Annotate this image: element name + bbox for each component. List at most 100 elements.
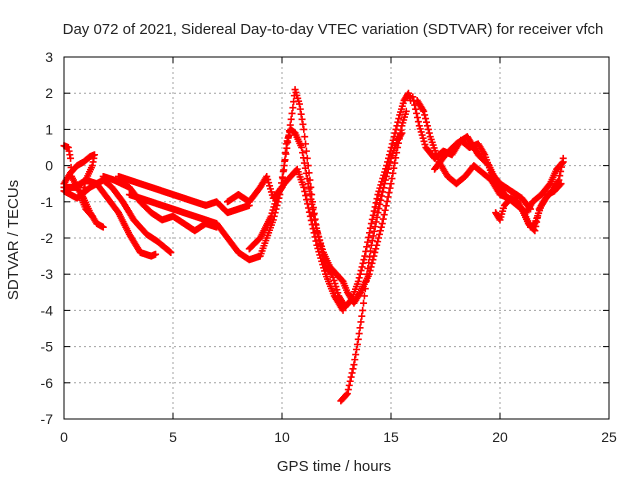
- data-point: [526, 204, 534, 212]
- data-point: [312, 237, 320, 245]
- data-point: [531, 227, 539, 235]
- data-point: [355, 274, 363, 282]
- data-point: [356, 270, 364, 278]
- data-point: [360, 292, 368, 300]
- data-point: [281, 157, 289, 165]
- data-point: [372, 245, 380, 253]
- data-point: [423, 122, 431, 130]
- x-axis-title: GPS time / hours: [277, 458, 391, 475]
- chart-title: Day 072 of 2021, Sidereal Day-to-day VTE…: [63, 21, 604, 38]
- data-point: [87, 211, 95, 219]
- data-point: [386, 158, 394, 166]
- data-point: [300, 159, 308, 167]
- y-tick-label: -2: [41, 230, 54, 246]
- data-point: [88, 212, 96, 220]
- data-point: [306, 212, 314, 220]
- data-point: [369, 232, 377, 240]
- data-point: [349, 365, 357, 373]
- data-point: [425, 129, 433, 137]
- data-point: [373, 195, 381, 203]
- data-point: [363, 243, 371, 251]
- data-point: [371, 248, 379, 256]
- data-point: [347, 297, 355, 305]
- y-tick-label: 1: [45, 121, 53, 137]
- data-point: [320, 264, 328, 272]
- data-point: [313, 241, 321, 249]
- data-point: [372, 199, 380, 207]
- data-point: [371, 223, 379, 231]
- data-point: [353, 345, 361, 353]
- data-point: [385, 189, 393, 197]
- data-point: [388, 175, 396, 183]
- data-point: [366, 253, 374, 261]
- data-point: [423, 118, 431, 126]
- data-point: [319, 261, 327, 269]
- y-tick-label: -7: [41, 411, 54, 427]
- data-point: [304, 180, 312, 188]
- data-point: [392, 125, 400, 133]
- data-point: [366, 224, 374, 232]
- y-tick-label: -4: [41, 302, 54, 318]
- data-point: [360, 256, 368, 264]
- data-point: [372, 218, 380, 226]
- data-point: [309, 225, 317, 233]
- tick-labels: 0 5 10 15 20 25 -7 -6 -5 -4 -3 -2 -1 0 1 2 3: [41, 49, 617, 445]
- grid-lines: [64, 57, 609, 419]
- data-point: [281, 149, 289, 157]
- data-point: [397, 130, 405, 138]
- data-point: [356, 324, 364, 332]
- y-tick-label: 2: [45, 85, 53, 101]
- data-point: [386, 184, 394, 192]
- data-point: [321, 267, 329, 275]
- data-point: [301, 133, 309, 141]
- x-tick-label: 0: [60, 429, 68, 445]
- series-arc-10: [337, 129, 406, 405]
- data-point: [377, 223, 385, 231]
- data-point: [366, 229, 374, 237]
- data-point: [556, 181, 564, 189]
- data-point: [316, 251, 324, 259]
- x-tick-label: 25: [601, 429, 617, 445]
- data-point: [379, 215, 387, 223]
- data-point: [308, 221, 316, 229]
- data-point: [378, 192, 386, 200]
- data-point: [376, 227, 384, 235]
- data-point: [299, 154, 307, 162]
- data-point: [559, 154, 567, 162]
- data-point: [363, 270, 371, 278]
- data-point: [381, 176, 389, 184]
- data-point: [99, 223, 107, 231]
- data-point: [280, 166, 288, 174]
- data-point: [378, 220, 386, 228]
- data-point: [370, 207, 378, 215]
- series-arc-8: [224, 89, 415, 311]
- y-tick-label: -3: [41, 266, 54, 282]
- data-point: [299, 149, 307, 157]
- data-point: [410, 97, 418, 105]
- data-point: [360, 299, 368, 307]
- data-point: [556, 172, 564, 180]
- data-point: [371, 203, 379, 211]
- data-point: [375, 234, 383, 242]
- data-point: [288, 109, 296, 117]
- x-tick-label: 15: [383, 429, 399, 445]
- data-point: [390, 164, 398, 172]
- data-point: [287, 115, 295, 123]
- data-point: [420, 107, 428, 115]
- data-point: [355, 330, 363, 338]
- data-point: [300, 125, 308, 133]
- data-point: [380, 184, 388, 192]
- y-tick-label: -5: [41, 339, 54, 355]
- data-point: [382, 202, 390, 210]
- data-point: [409, 93, 417, 101]
- data-point: [374, 209, 382, 217]
- data-points: [60, 86, 567, 405]
- data-point: [557, 163, 565, 171]
- data-point: [391, 129, 399, 137]
- data-point: [339, 306, 347, 314]
- data-point: [381, 206, 389, 214]
- data-point: [358, 263, 366, 271]
- data-point: [367, 241, 375, 249]
- data-point: [377, 196, 385, 204]
- series-arc-6: [115, 172, 253, 217]
